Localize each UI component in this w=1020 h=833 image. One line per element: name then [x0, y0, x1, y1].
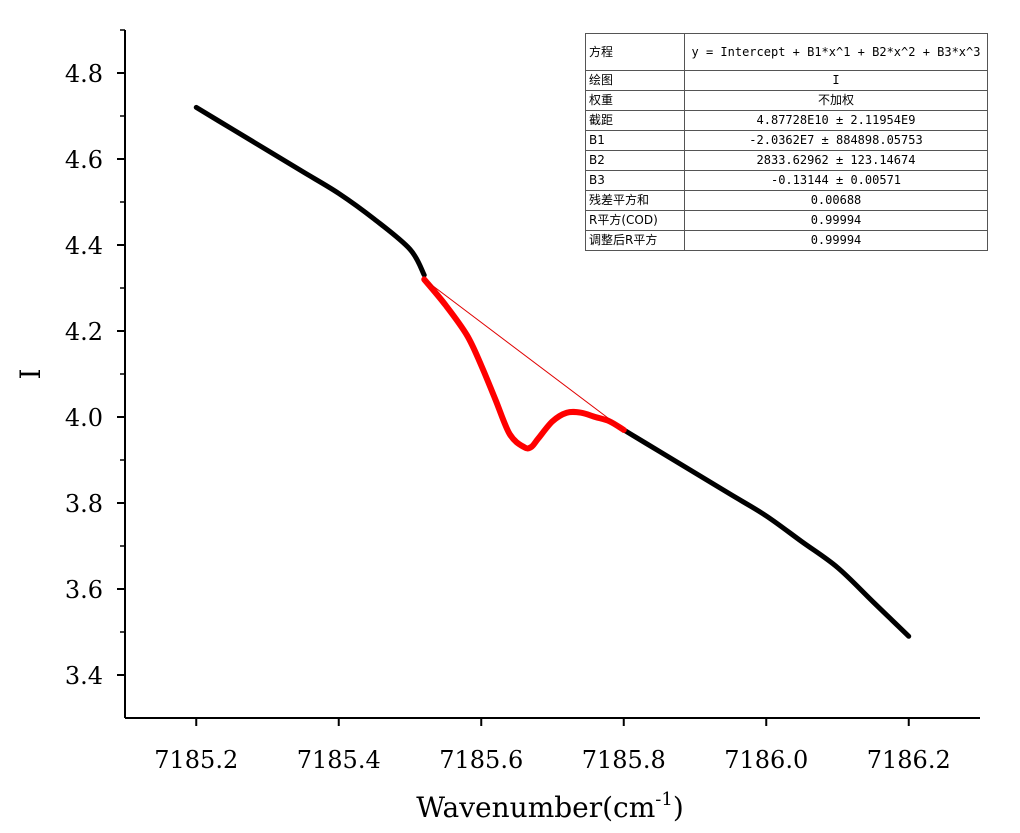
y-tick-label: 4.6 [65, 146, 103, 174]
y-tick-label: 4.4 [65, 232, 103, 260]
fit-table-value: I [684, 70, 988, 91]
x-tick-label: 7186.2 [867, 746, 951, 774]
fit-table-value: y = Intercept + B1*x^1 + B2*x^2 + B3*x^3 [684, 33, 988, 71]
y-tick-label: 4.2 [65, 318, 103, 346]
x-tick-label: 7186.0 [724, 746, 808, 774]
x-axis-title-main: Wavenumber(cm [416, 791, 655, 824]
x-axis-title: Wavenumber(cm-1) [416, 789, 684, 824]
fit-table-row: 残差平方和 0.00688 [585, 190, 988, 211]
fit-table-key: B2 [585, 150, 685, 171]
y-axis-ticks: 3.4 3.6 3.8 4.0 4.2 4.4 4.6 4.8 [65, 29, 125, 690]
fit-table-value: -0.13144 ± 0.00571 [684, 170, 988, 191]
fit-table-row: B1 -2.0362E7 ± 884898.05753 [585, 130, 988, 151]
y-tick-label: 4.0 [65, 404, 103, 432]
fit-table-row: 调整后R平方 0.99994 [585, 230, 988, 251]
fit-table-value: 不加权 [684, 90, 988, 111]
x-tick-label: 7185.4 [297, 746, 381, 774]
highlight-series-line [421, 276, 627, 452]
fit-table-key: B1 [585, 130, 685, 151]
x-tick-label: 7185.2 [154, 746, 238, 774]
fit-table-row: R平方(COD) 0.99994 [585, 210, 988, 231]
y-tick-label: 3.8 [65, 490, 103, 518]
fit-table-row: 截距 4.87728E10 ± 2.11954E9 [585, 110, 988, 131]
x-tick-label: 7185.8 [582, 746, 666, 774]
x-axis-title-close: ) [673, 791, 684, 824]
y-tick-label: 4.8 [65, 60, 103, 88]
fit-table-value: -2.0362E7 ± 884898.05753 [684, 130, 988, 151]
fit-table-key: 方程 [585, 33, 685, 71]
x-tick-label: 7185.6 [439, 746, 523, 774]
fit-table-row: 绘图 I [585, 70, 988, 91]
fit-table-key: 调整后R平方 [585, 230, 685, 251]
data-series-line-0 [193, 104, 427, 278]
fit-results-table: 方程 y = Intercept + B1*x^1 + B2*x^2 + B3*x… [585, 33, 988, 251]
fit-table-key: R平方(COD) [585, 210, 685, 231]
fit-table-key: B3 [585, 170, 685, 191]
fit-table-value: 4.87728E10 ± 2.11954E9 [684, 110, 988, 131]
fit-table-row: 权重 不加权 [585, 90, 988, 111]
fit-table-row: B2 2833.62962 ± 123.14674 [585, 150, 988, 171]
x-axis-ticks: 7185.2 7185.4 7185.6 7185.8 7186.0 7186.2 [154, 718, 951, 774]
y-tick-label: 3.4 [65, 662, 103, 690]
fit-table-row: 方程 y = Intercept + B1*x^1 + B2*x^2 + B3*x… [585, 33, 988, 71]
fit-table-key: 权重 [585, 90, 685, 111]
fit-table-value: 0.99994 [684, 230, 988, 251]
y-tick-label: 3.6 [65, 576, 103, 604]
fit-table-value: 0.99994 [684, 210, 988, 231]
fit-table-key: 残差平方和 [585, 190, 685, 211]
fit-table-key: 截距 [585, 110, 685, 131]
data-series-line-1 [621, 427, 912, 639]
fit-table-value: 0.00688 [684, 190, 988, 211]
baseline-fit-line [423, 279, 625, 431]
y-axis-title: I [14, 368, 47, 379]
fit-table-value: 2833.62962 ± 123.14674 [684, 150, 988, 171]
fit-table-row: B3 -0.13144 ± 0.00571 [585, 170, 988, 191]
x-axis-title-superscript: -1 [655, 789, 673, 810]
series-layer [193, 104, 912, 639]
fit-table-key: 绘图 [585, 70, 685, 91]
